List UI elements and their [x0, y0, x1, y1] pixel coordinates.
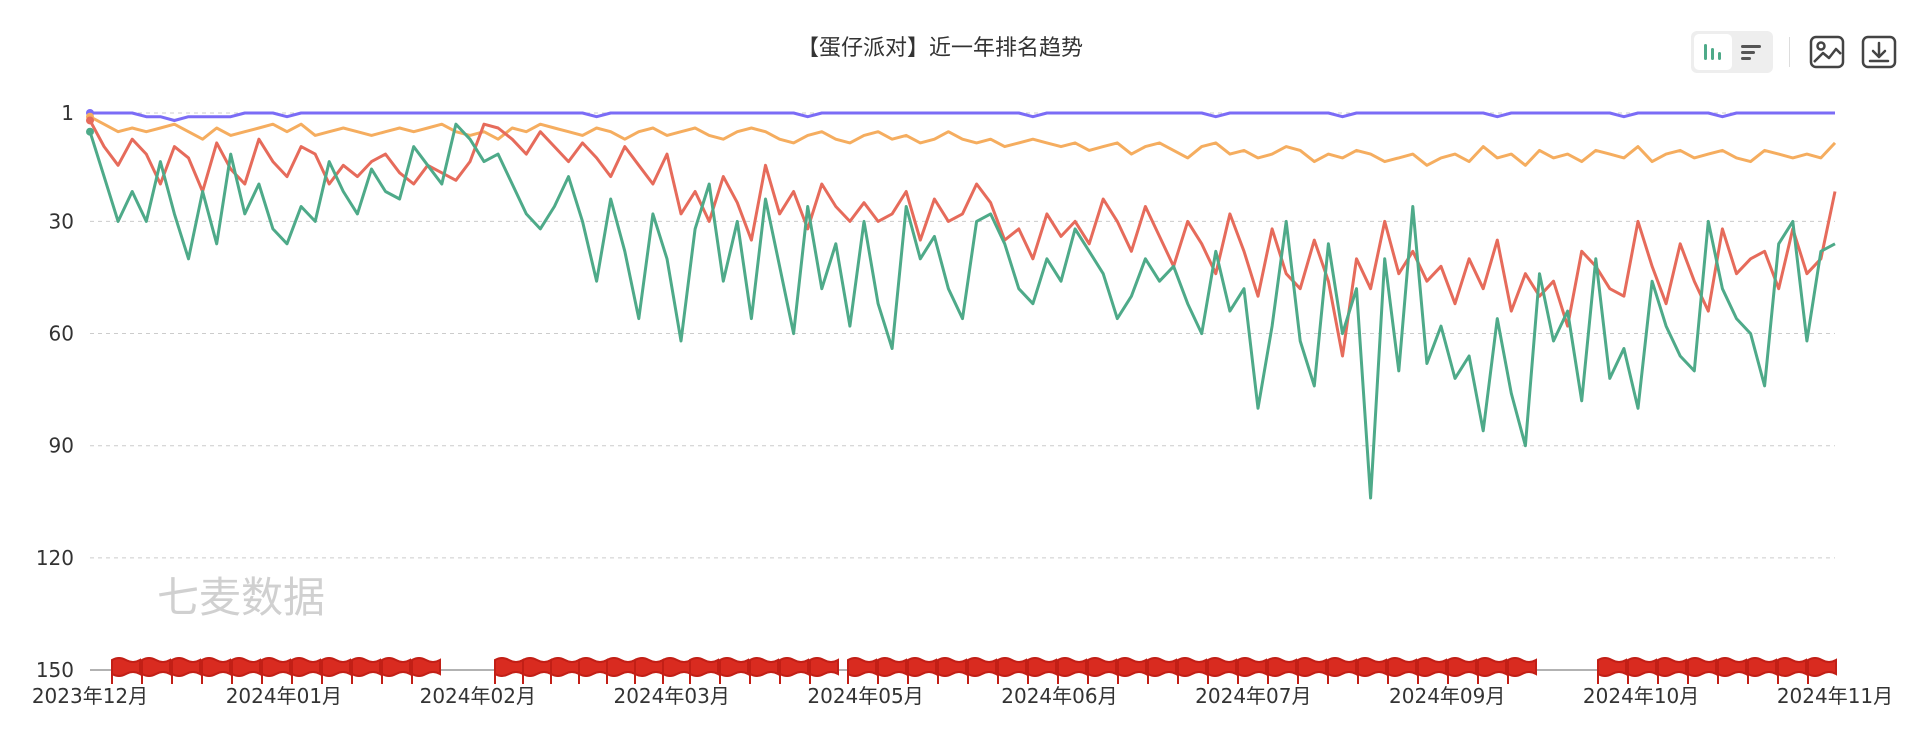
event-flag-icon[interactable] — [937, 657, 967, 684]
event-flag-icon[interactable] — [1717, 657, 1747, 684]
x-tick-label: 2024年03月 — [613, 684, 729, 708]
x-tick-label: 2023年12月 — [32, 684, 148, 708]
event-flag-icon[interactable] — [1177, 657, 1207, 684]
event-flag-icon[interactable] — [719, 657, 749, 684]
view-toggle — [1691, 31, 1773, 73]
event-flag-icon[interactable] — [351, 657, 381, 684]
event-flag-icon[interactable] — [1357, 657, 1387, 684]
image-icon[interactable] — [1806, 31, 1848, 73]
event-flag-icon[interactable] — [411, 657, 441, 684]
y-tick-label: 1 — [61, 101, 74, 125]
event-flag-icon[interactable] — [381, 657, 411, 684]
event-flag-icon[interactable] — [634, 657, 664, 684]
x-tick-label: 2024年02月 — [420, 684, 536, 708]
event-flag-icon[interactable] — [1207, 657, 1237, 684]
event-flag-icon[interactable] — [749, 657, 779, 684]
event-flag-icon[interactable] — [1327, 657, 1357, 684]
event-flag-icon[interactable] — [1147, 657, 1177, 684]
event-flag-icon[interactable] — [1477, 657, 1507, 684]
series-point[interactable] — [86, 116, 94, 125]
x-tick-label: 2024年06月 — [1001, 684, 1117, 708]
y-tick-label: 90 — [49, 434, 74, 458]
event-flag-icon[interactable] — [809, 657, 839, 684]
x-tick-label: 2024年01月 — [226, 684, 342, 708]
grid-lines — [90, 112, 1835, 559]
event-flag-icon[interactable] — [1087, 657, 1117, 684]
event-flag-icon[interactable] — [1597, 657, 1627, 684]
event-flag-icon[interactable] — [877, 657, 907, 684]
x-tick-label: 2024年05月 — [807, 684, 923, 708]
event-flag-icon[interactable] — [522, 657, 552, 684]
y-tick-label: 120 — [36, 546, 74, 570]
event-flag-icon[interactable] — [689, 657, 719, 684]
x-tick-label: 2024年09月 — [1389, 684, 1505, 708]
event-flag-icon[interactable] — [606, 657, 636, 684]
event-flag-icon[interactable] — [1657, 657, 1687, 684]
event-flag-icon[interactable] — [171, 657, 201, 684]
event-flag-icon[interactable] — [291, 657, 321, 684]
y-tick-label: 150 — [36, 658, 74, 682]
event-flag-icon[interactable] — [1447, 657, 1477, 684]
event-flag-icon[interactable] — [1687, 657, 1717, 684]
y-tick-label: 30 — [49, 209, 74, 233]
event-flag-icon[interactable] — [997, 657, 1027, 684]
x-tick-label: 2024年10月 — [1583, 684, 1699, 708]
event-flag-icon[interactable] — [1507, 657, 1537, 684]
event-flag-icon[interactable] — [967, 657, 997, 684]
event-flag-icon[interactable] — [1117, 657, 1147, 684]
event-flags — [111, 657, 1837, 684]
event-flag-icon[interactable] — [1627, 657, 1657, 684]
series-lines — [86, 109, 1837, 500]
list-icon[interactable] — [1732, 34, 1770, 70]
event-flag-icon[interactable] — [1807, 657, 1837, 684]
event-flag-icon[interactable] — [847, 657, 877, 684]
event-flag-icon[interactable] — [550, 657, 580, 684]
download-icon[interactable] — [1858, 31, 1900, 73]
event-flag-icon[interactable] — [779, 657, 809, 684]
event-flag-icon[interactable] — [1057, 657, 1087, 684]
event-flag-icon[interactable] — [1237, 657, 1267, 684]
event-flag-icon[interactable] — [578, 657, 608, 684]
event-flag-icon[interactable] — [261, 657, 291, 684]
event-flag-icon[interactable] — [201, 657, 231, 684]
event-flag-icon[interactable] — [1417, 657, 1447, 684]
chart-title: 【蛋仔派对】近一年排名趋势 — [796, 36, 1083, 61]
x-tick-label: 2024年11月 — [1777, 684, 1893, 708]
event-flag-icon[interactable] — [1777, 657, 1807, 684]
series-line-2[interactable] — [89, 115, 1837, 167]
event-flag-icon[interactable] — [321, 657, 351, 684]
event-flag-icon[interactable] — [907, 657, 937, 684]
watermark: 七麦数据 — [157, 573, 325, 622]
x-tick-label: 2024年07月 — [1195, 684, 1311, 708]
y-tick-label: 60 — [49, 322, 74, 346]
event-flag-icon[interactable] — [141, 657, 171, 684]
bar-chart-icon[interactable] — [1694, 34, 1732, 70]
series-point[interactable] — [86, 127, 94, 136]
chart-toolbar — [1691, 28, 1900, 76]
toolbar-divider — [1789, 37, 1790, 67]
event-flag-icon[interactable] — [1747, 657, 1777, 684]
event-flag-icon[interactable] — [1387, 657, 1417, 684]
event-flag-icon[interactable] — [662, 657, 692, 684]
event-flag-icon[interactable] — [231, 657, 261, 684]
series-line-1[interactable] — [90, 111, 1835, 122]
event-flag-icon[interactable] — [1027, 657, 1057, 684]
event-flag-icon[interactable] — [494, 657, 524, 684]
event-flag-icon[interactable] — [1297, 657, 1327, 684]
event-flag-icon[interactable] — [111, 657, 141, 684]
event-flag-icon[interactable] — [1267, 657, 1297, 684]
series-line-4[interactable] — [88, 122, 1836, 500]
x-axis-labels: 2023年12月 2024年01月 2024年02月 2024年03月 2024年05月… — [32, 684, 1893, 708]
